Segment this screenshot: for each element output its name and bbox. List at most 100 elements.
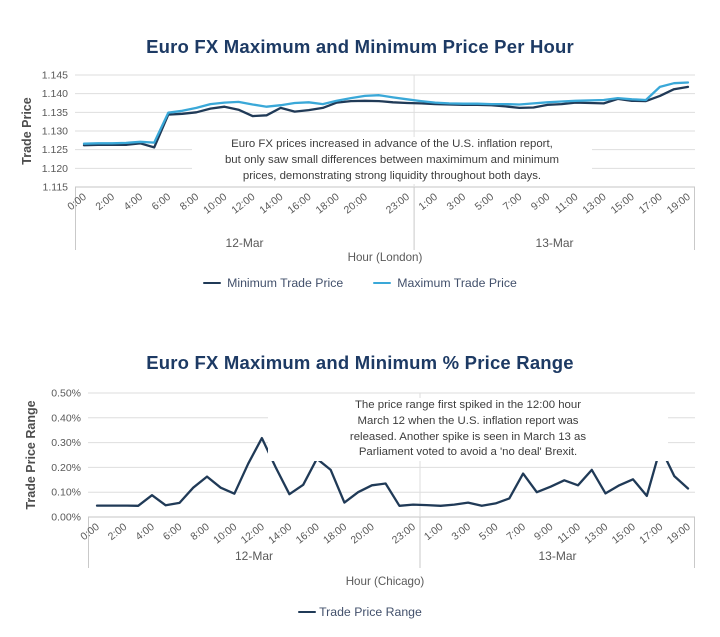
chart2-annotation: The price range first spiked in the 12:0… — [268, 398, 668, 462]
trade-price-range-line — [95, 436, 690, 507]
chart1-legend: Minimum Trade Price Maximum Trade Price — [0, 276, 720, 290]
legend-item-maximum-trade-price: Maximum Trade Price — [373, 276, 517, 290]
annotation-line: The price range first spiked in the 12:0… — [354, 399, 582, 411]
minimum-trade-price-line — [82, 85, 690, 149]
svg-text:0.50%: 0.50% — [51, 388, 81, 400]
chart1-title: Euro FX Maximum and Minimum Price Per Ho… — [146, 36, 574, 57]
maximum-trade-price-line — [82, 81, 690, 145]
svg-text:11:00: 11:00 — [555, 521, 583, 546]
svg-text:0.10%: 0.10% — [51, 487, 81, 499]
svg-text:23:00: 23:00 — [390, 521, 418, 547]
svg-text:7:00: 7:00 — [504, 521, 528, 543]
annotation-line: Parliament voted to avoid a 'no deal' Br… — [358, 446, 578, 459]
svg-text:17:00: 17:00 — [637, 521, 665, 547]
svg-text:0.20%: 0.20% — [51, 462, 81, 474]
svg-text:15:00: 15:00 — [609, 191, 637, 217]
svg-text:0:00: 0:00 — [78, 521, 102, 543]
svg-text:2:00: 2:00 — [93, 191, 117, 213]
svg-text:1.125: 1.125 — [42, 144, 68, 156]
chart1-annotation: Euro FX prices increased in advance of t… — [192, 137, 592, 185]
x-tick-labels: 0:00 2:00 4:00 6:00 8:00 10:00 12:00 14:00 16:00… — [78, 521, 693, 547]
svg-text:23:00: 23:00 — [384, 191, 412, 217]
range-line-swatch-icon — [298, 610, 317, 614]
svg-text:4:00: 4:00 — [122, 191, 146, 213]
svg-text:13:00: 13:00 — [580, 191, 608, 217]
svg-text:1.135: 1.135 — [42, 107, 68, 119]
annotation-line: released. Another spike is seen in March… — [349, 430, 587, 443]
chart1-x-axis-title: Hour (London) — [347, 251, 423, 264]
maximum-line-swatch-icon — [373, 281, 392, 285]
svg-text:12:00: 12:00 — [229, 191, 257, 217]
svg-text:19:00: 19:00 — [665, 191, 693, 217]
svg-text:8:00: 8:00 — [178, 191, 202, 213]
svg-text:18:00: 18:00 — [321, 521, 349, 547]
svg-text:12-Mar: 12-Mar — [226, 236, 264, 250]
svg-text:1:00: 1:00 — [422, 521, 446, 543]
chart2-legend: Trade Price Range — [0, 605, 720, 619]
svg-text:11:00: 11:00 — [553, 191, 581, 216]
svg-text:16:00: 16:00 — [285, 191, 313, 217]
svg-text:20:00: 20:00 — [349, 521, 377, 547]
svg-text:1.140: 1.140 — [42, 88, 68, 100]
svg-text:1:00: 1:00 — [417, 191, 441, 213]
legend-item-minimum-trade-price: Minimum Trade Price — [203, 276, 343, 290]
svg-text:18:00: 18:00 — [314, 191, 342, 217]
minimum-line-swatch-icon — [203, 281, 222, 285]
legend-label: Maximum Trade Price — [397, 276, 517, 290]
y-tick-labels: 0.00% 0.10% 0.20% 0.30% 0.40% 0.50% — [51, 388, 81, 524]
svg-text:10:00: 10:00 — [211, 521, 239, 547]
chart1-y-axis-title: Trade Price — [20, 97, 34, 165]
svg-text:13-Mar: 13-Mar — [538, 549, 576, 563]
svg-text:8:00: 8:00 — [188, 521, 212, 543]
svg-text:14:00: 14:00 — [257, 191, 285, 217]
svg-text:14:00: 14:00 — [266, 521, 294, 547]
svg-text:9:00: 9:00 — [529, 191, 553, 213]
svg-text:7:00: 7:00 — [501, 191, 525, 213]
svg-text:9:00: 9:00 — [532, 521, 556, 543]
svg-text:0:00: 0:00 — [65, 191, 89, 213]
chart-price-per-hour: Euro FX Maximum and Minimum Price Per Ho… — [0, 0, 720, 318]
annotation-line: but only saw small differences between m… — [224, 153, 560, 166]
svg-text:5:00: 5:00 — [477, 521, 501, 543]
x-tick-labels: 0:00 2:00 4:00 6:00 8:00 10:00 12:00 14:00 16:00… — [65, 191, 693, 217]
svg-text:0.40%: 0.40% — [51, 412, 81, 424]
svg-text:1.120: 1.120 — [42, 163, 68, 175]
svg-text:1.145: 1.145 — [42, 70, 68, 82]
chart-price-range: Euro FX Maximum and Minimum % Price Rang… — [0, 318, 720, 637]
svg-text:13:00: 13:00 — [582, 521, 610, 547]
svg-text:10:00: 10:00 — [201, 191, 229, 217]
annotation-line: prices, demonstrating strong liquidity t… — [242, 169, 542, 182]
annotation-line: Euro FX prices increased in advance of t… — [231, 138, 553, 150]
chart2-y-axis-title: Trade Price Range — [24, 400, 38, 510]
svg-text:20:00: 20:00 — [342, 191, 370, 217]
svg-text:19:00: 19:00 — [665, 521, 693, 547]
annotation-line: March 12 when the U.S. inflation report … — [357, 414, 579, 427]
svg-text:0.00%: 0.00% — [51, 512, 81, 524]
day-group-labels: 12-Mar 13-Mar — [226, 236, 574, 250]
svg-text:3:00: 3:00 — [445, 191, 469, 213]
svg-text:6:00: 6:00 — [161, 521, 185, 543]
svg-text:17:00: 17:00 — [637, 191, 665, 217]
svg-text:0.30%: 0.30% — [51, 437, 81, 449]
svg-text:5:00: 5:00 — [473, 191, 497, 213]
legend-item-trade-price-range: Trade Price Range — [298, 605, 422, 619]
legend-label: Minimum Trade Price — [227, 276, 344, 290]
y-tick-labels: 1.115 1.120 1.125 1.130 1.135 1.140 1.145 — [42, 70, 68, 194]
svg-text:15:00: 15:00 — [610, 521, 638, 547]
chart2-title: Euro FX Maximum and Minimum % Price Rang… — [146, 352, 574, 373]
day-group-labels: 12-Mar 13-Mar — [235, 549, 577, 563]
svg-text:3:00: 3:00 — [449, 521, 473, 543]
svg-text:4:00: 4:00 — [133, 521, 157, 543]
svg-text:2:00: 2:00 — [106, 521, 130, 543]
legend-label: Trade Price Range — [319, 605, 422, 619]
svg-text:16:00: 16:00 — [294, 521, 322, 547]
svg-text:12-Mar: 12-Mar — [235, 549, 273, 563]
chart2-plot-area: 0.00% 0.10% 0.20% 0.30% 0.40% 0.50% 0:00 2:00 4:… — [51, 388, 695, 568]
svg-text:6:00: 6:00 — [150, 191, 174, 213]
svg-text:1.115: 1.115 — [43, 182, 69, 194]
svg-text:1.130: 1.130 — [42, 126, 68, 138]
svg-text:13-Mar: 13-Mar — [536, 236, 574, 250]
chart2-x-axis-title: Hour (Chicago) — [345, 575, 425, 588]
